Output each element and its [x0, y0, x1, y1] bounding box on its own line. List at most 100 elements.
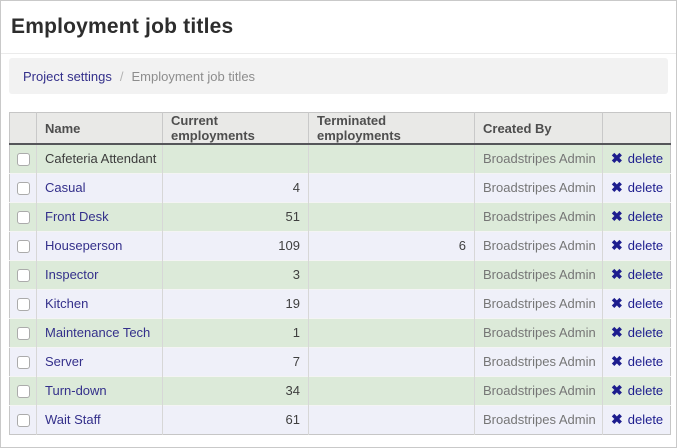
row-checkbox[interactable] — [16, 385, 30, 399]
table-row: Server 7 Broadstripes Admin ✖ delete — [9, 346, 671, 376]
current-employments-value: 61 — [162, 404, 309, 434]
name-cell: Wait Staff — [36, 404, 163, 434]
delete-x-icon: ✖ — [611, 353, 623, 369]
checkbox-cell — [9, 172, 37, 202]
name-cell: Cafeteria Attendant — [36, 144, 163, 173]
name-cell: Server — [36, 346, 163, 376]
row-checkbox[interactable] — [16, 182, 30, 196]
job-title-link[interactable]: Front Desk — [45, 209, 109, 224]
job-title-link[interactable]: Wait Staff — [45, 412, 101, 427]
delete-x-icon: ✖ — [611, 179, 623, 195]
row-checkbox[interactable] — [16, 327, 30, 341]
checkbox-cell — [9, 317, 37, 347]
delete-button[interactable]: ✖ delete — [611, 179, 664, 195]
delete-button[interactable]: ✖ delete — [611, 150, 663, 167]
job-title-link[interactable]: Maintenance Tech — [45, 325, 151, 340]
table-row: Casual 4 Broadstripes Admin ✖ delete — [9, 172, 671, 202]
row-checkbox[interactable] — [16, 269, 30, 283]
page-title: Employment job titles — [11, 15, 234, 38]
row-checkbox[interactable] — [16, 414, 30, 428]
job-title-link[interactable]: Server — [45, 354, 84, 369]
column-header-actions — [602, 112, 671, 145]
created-by-value: Broadstripes Admin — [474, 317, 603, 347]
delete-button[interactable]: ✖ delete — [611, 411, 664, 427]
delete-x-icon: ✖ — [611, 150, 623, 167]
current-employments-value: 51 — [162, 201, 309, 231]
delete-label: delete — [627, 325, 664, 340]
actions-cell: ✖ delete — [602, 201, 671, 231]
delete-x-icon: ✖ — [611, 382, 623, 398]
job-title-link[interactable]: Turn-down — [45, 383, 107, 398]
job-titles-table-container: Name Current employments Terminated empl… — [9, 112, 671, 435]
terminated-employments-value — [308, 346, 475, 376]
actions-cell: ✖ delete — [602, 346, 671, 376]
delete-x-icon: ✖ — [611, 266, 623, 282]
current-employments-value: 34 — [162, 375, 309, 405]
breadcrumb-link-project-settings[interactable]: Project settings — [23, 68, 112, 84]
checkbox-cell — [9, 288, 37, 318]
actions-cell: ✖ delete — [602, 230, 671, 260]
current-employments-value — [162, 144, 309, 173]
column-header-current-employments: Current employments — [162, 112, 309, 145]
table-header: Name Current employments Terminated empl… — [9, 112, 671, 145]
table-row: Cafeteria Attendant Broadstripes Admin ✖… — [9, 144, 671, 173]
column-header-name: Name — [36, 112, 163, 145]
created-by-value: Broadstripes Admin — [474, 346, 603, 376]
delete-button[interactable]: ✖ delete — [611, 237, 663, 253]
row-checkbox[interactable] — [16, 298, 30, 312]
delete-button[interactable]: ✖ delete — [611, 353, 663, 369]
current-employments-value: 3 — [162, 259, 309, 289]
created-by-value: Broadstripes Admin — [474, 230, 603, 260]
breadcrumb: Project settings / Employment job titles — [9, 58, 668, 94]
row-checkbox[interactable] — [16, 153, 30, 167]
delete-button[interactable]: ✖ delete — [611, 382, 664, 398]
current-employments-value: 4 — [162, 172, 309, 202]
created-by-value: Broadstripes Admin — [474, 375, 603, 405]
row-checkbox[interactable] — [16, 240, 30, 254]
table-row: Wait Staff 61 Broadstripes Admin ✖ delete — [9, 404, 671, 434]
created-by-value: Broadstripes Admin — [474, 172, 603, 202]
row-checkbox[interactable] — [16, 211, 30, 225]
delete-button[interactable]: ✖ delete — [611, 295, 663, 311]
checkbox-cell — [9, 404, 37, 434]
name-cell: Turn-down — [36, 375, 163, 405]
table-row: Turn-down 34 Broadstripes Admin ✖ delete — [9, 375, 671, 405]
created-by-value: Broadstripes Admin — [474, 259, 603, 289]
column-header-created-by: Created By — [474, 112, 603, 145]
breadcrumb-separator: / — [119, 68, 124, 84]
table-row: Inspector 3 Broadstripes Admin ✖ delete — [9, 259, 671, 289]
actions-cell: ✖ delete — [602, 172, 671, 202]
breadcrumb-current-page: Employment job titles — [131, 68, 256, 84]
table-row: Maintenance Tech 1 Broadstripes Admin ✖ d… — [9, 317, 671, 347]
checkbox-cell — [9, 230, 37, 260]
name-cell: Inspector — [36, 259, 163, 289]
name-cell: Houseperson — [36, 230, 163, 260]
name-cell: Kitchen — [36, 288, 163, 318]
created-by-value: Broadstripes Admin — [474, 144, 603, 173]
delete-label: delete — [627, 267, 664, 282]
delete-x-icon: ✖ — [611, 208, 623, 224]
column-header-checkbox — [9, 112, 37, 145]
delete-label: delete — [627, 180, 664, 195]
delete-button[interactable]: ✖ delete — [611, 208, 663, 224]
table-row: Houseperson 109 6 Broadstripes Admin ✖ de… — [9, 230, 671, 260]
delete-label: delete — [627, 412, 664, 427]
checkbox-cell — [9, 375, 37, 405]
delete-button[interactable]: ✖ delete — [611, 266, 664, 282]
job-title-link[interactable]: Kitchen — [45, 296, 89, 311]
delete-button[interactable]: ✖ delete — [611, 324, 664, 340]
delete-label: delete — [627, 383, 664, 398]
actions-cell: ✖ delete — [602, 288, 671, 318]
checkbox-cell — [9, 346, 37, 376]
actions-cell: ✖ delete — [602, 259, 671, 289]
delete-x-icon: ✖ — [611, 324, 623, 340]
row-checkbox[interactable] — [16, 356, 30, 370]
job-title-link[interactable]: Casual — [45, 180, 86, 195]
job-title-link[interactable]: Houseperson — [45, 238, 123, 253]
current-employments-value: 7 — [162, 346, 309, 376]
delete-x-icon: ✖ — [611, 411, 623, 427]
name-cell: Front Desk — [36, 201, 163, 231]
job-title-link[interactable]: Inspector — [45, 267, 99, 282]
actions-cell: ✖ delete — [602, 144, 671, 173]
